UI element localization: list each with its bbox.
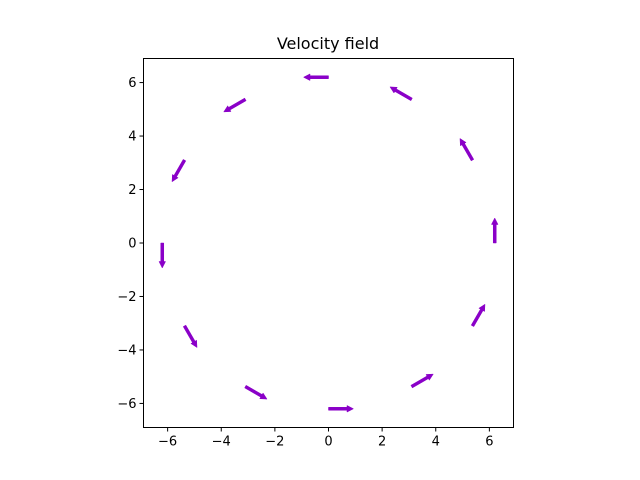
y-tick-label: −6 bbox=[117, 397, 136, 412]
arrow-layer bbox=[158, 73, 499, 413]
y-axis: −6 −4 −2 0 2 4 6 bbox=[117, 76, 144, 412]
x-tick-label: −6 bbox=[158, 435, 177, 450]
y-tick-label: −2 bbox=[117, 290, 136, 305]
x-tick-label: 0 bbox=[324, 435, 332, 450]
velocity-arrow bbox=[158, 242, 166, 269]
velocity-arrow bbox=[491, 217, 499, 244]
velocity-arrow bbox=[182, 324, 198, 349]
velocity-arrow bbox=[328, 405, 355, 413]
x-tick-label: −2 bbox=[265, 435, 284, 450]
chart-title: Velocity field bbox=[277, 34, 379, 53]
x-tick-label: 4 bbox=[432, 435, 440, 450]
velocity-arrow bbox=[302, 73, 329, 81]
y-tick-label: 4 bbox=[128, 130, 136, 145]
velocity-arrow bbox=[470, 303, 486, 327]
velocity-arrow bbox=[171, 159, 187, 183]
y-tick-label: −4 bbox=[117, 343, 136, 358]
velocity-arrow bbox=[223, 97, 247, 113]
y-tick-label: 2 bbox=[128, 183, 136, 198]
y-tick-label: 0 bbox=[128, 237, 136, 252]
x-axis: −6 −4 −2 0 2 4 6 bbox=[158, 427, 494, 450]
velocity-arrow bbox=[410, 373, 434, 389]
x-tick-label: −4 bbox=[212, 435, 231, 450]
y-tick-label: 6 bbox=[128, 76, 136, 91]
x-tick-label: 6 bbox=[485, 435, 493, 450]
velocity-arrow bbox=[389, 86, 413, 102]
x-tick-label: 2 bbox=[378, 435, 386, 450]
velocity-arrow bbox=[459, 137, 475, 162]
plot-frame bbox=[143, 58, 514, 428]
velocity-arrow bbox=[244, 384, 268, 400]
